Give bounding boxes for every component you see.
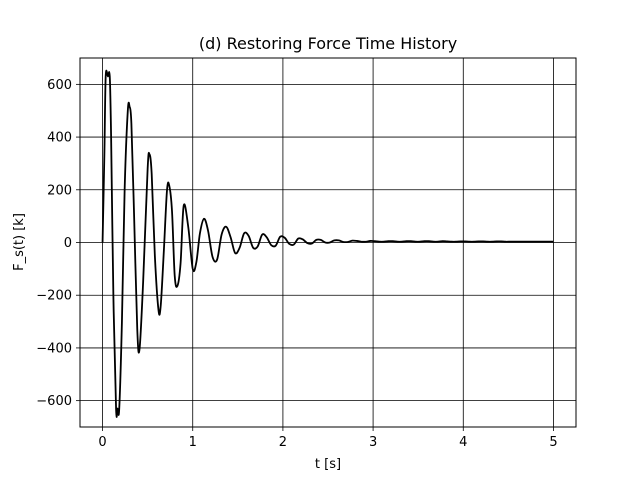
x-tick-labels: 0 1 2 3 4 5: [98, 435, 557, 450]
x-tick-label: 1: [189, 435, 197, 450]
y-axis-label: F_s(t) [k]: [12, 213, 27, 271]
y-tick-label: 200: [47, 183, 72, 198]
tick-marks: [76, 83, 554, 431]
y-tick-label: −400: [36, 341, 72, 356]
y-tick-label: 0: [64, 236, 72, 251]
y-tick-label: 600: [47, 78, 72, 93]
y-tick-label: −600: [36, 394, 72, 409]
x-tick-label: 0: [98, 435, 106, 450]
chart-title: (d) Restoring Force Time History: [199, 34, 457, 53]
y-tick-label: −200: [36, 289, 72, 304]
x-axis-label: t [s]: [315, 457, 341, 472]
x-tick-label: 4: [459, 435, 467, 450]
data-series-layer: [101, 69, 554, 418]
y-tick-label: 400: [47, 131, 72, 146]
x-tick-label: 5: [549, 435, 557, 450]
x-tick-label: 3: [369, 435, 377, 450]
force-time-history-line: [101, 69, 554, 418]
x-tick-label: 2: [279, 435, 287, 450]
y-tick-labels: −600 −400 −200 0 200 400 600: [36, 78, 72, 409]
